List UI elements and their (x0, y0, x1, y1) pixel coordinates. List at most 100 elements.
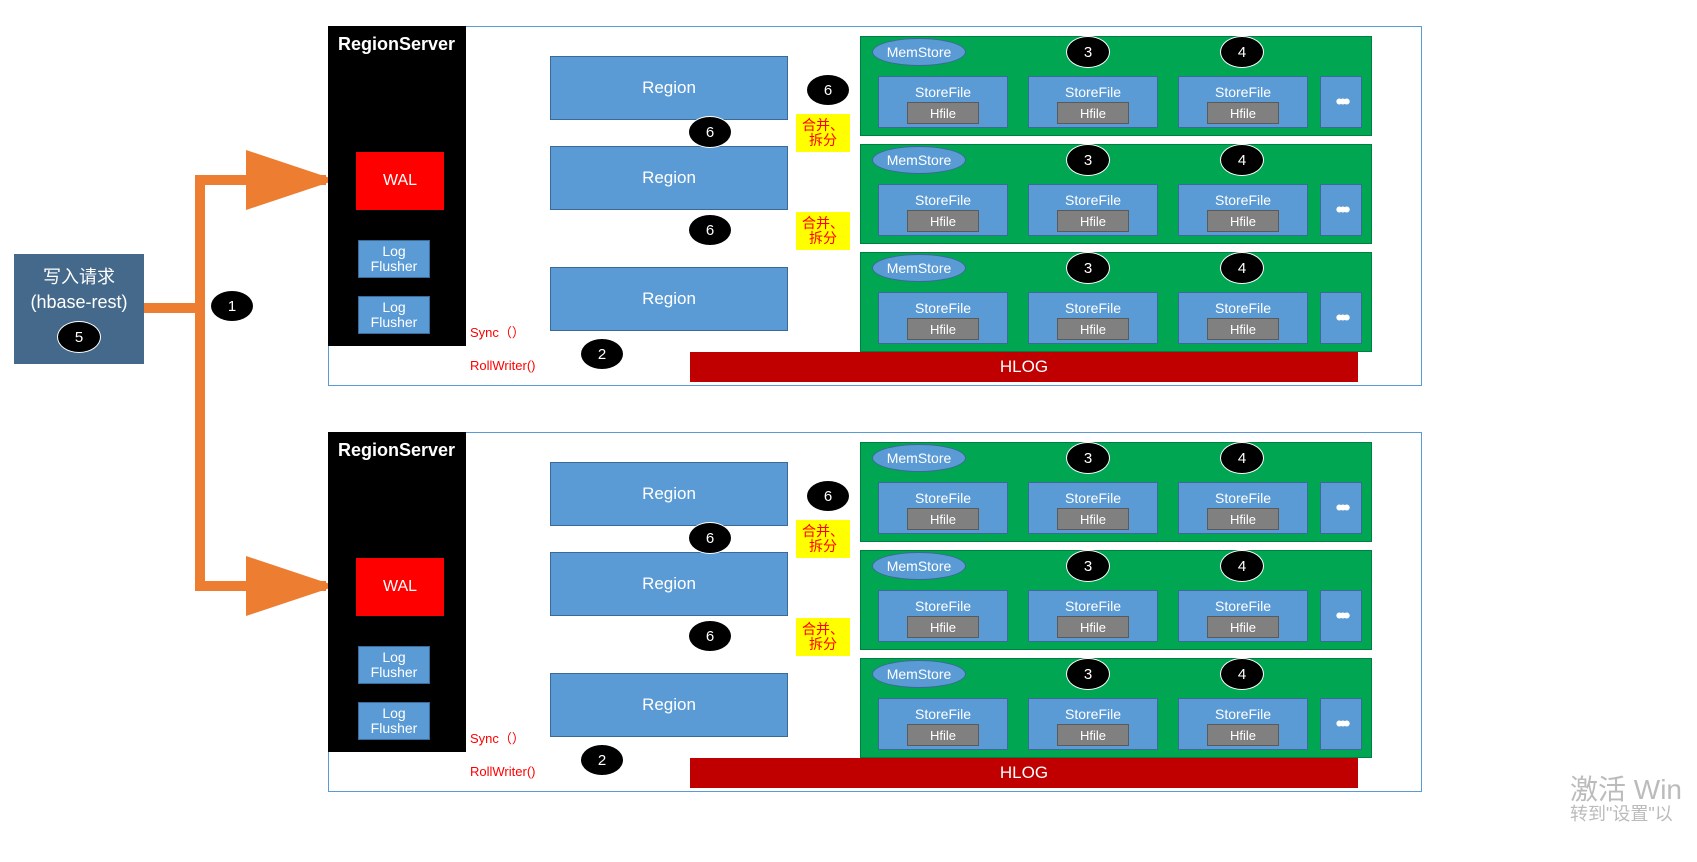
storefile-label: StoreFile (1065, 598, 1121, 614)
memstore: MemStore (872, 38, 966, 66)
hfile: Hfile (1207, 210, 1279, 232)
hfile: Hfile (1057, 102, 1129, 124)
storefile: StoreFile Hfile (1028, 482, 1158, 534)
storefile: StoreFile Hfile (1178, 482, 1308, 534)
hfile: Hfile (907, 318, 979, 340)
rs1-title: RegionServer (338, 34, 455, 55)
badge-3: 3 (1066, 144, 1110, 176)
badge-4: 4 (1220, 442, 1264, 474)
badge-4: 4 (1220, 144, 1264, 176)
storefile-label: StoreFile (1065, 706, 1121, 722)
hfile: Hfile (1207, 318, 1279, 340)
region-2-1: Region (550, 462, 788, 526)
badge-4: 4 (1220, 36, 1264, 68)
hfile: Hfile (1057, 318, 1129, 340)
hfile: Hfile (907, 508, 979, 530)
merge-1-1: 合并、 拆分 (796, 114, 850, 152)
storefile-label: StoreFile (915, 706, 971, 722)
logflusher-1a: Log Flusher (358, 240, 430, 278)
badge-5: 5 (57, 321, 101, 353)
memstore: MemStore (872, 660, 966, 688)
memstore: MemStore (872, 444, 966, 472)
badge-3: 3 (1066, 36, 1110, 68)
more-dots: ••• (1320, 482, 1362, 534)
storefile-label: StoreFile (1065, 300, 1121, 316)
hfile: Hfile (1057, 508, 1129, 530)
storefile: StoreFile Hfile (878, 184, 1008, 236)
logflusher-1b: Log Flusher (358, 296, 430, 334)
badge-2-1: 2 (580, 338, 624, 370)
badge-4: 4 (1220, 252, 1264, 284)
storefile-label: StoreFile (1215, 490, 1271, 506)
memstore: MemStore (872, 552, 966, 580)
hfile: Hfile (1207, 616, 1279, 638)
logflusher-2a: Log Flusher (358, 646, 430, 684)
more-dots: ••• (1320, 292, 1362, 344)
badge-6-1-2: 6 (688, 116, 732, 148)
watermark-line2: 转到"设置"以 (1570, 800, 1673, 826)
badge-4: 4 (1220, 550, 1264, 582)
hfile: Hfile (1207, 102, 1279, 124)
hfile: Hfile (1057, 210, 1129, 232)
badge-6-2-1: 6 (806, 480, 850, 512)
badge-1: 1 (210, 290, 254, 322)
hfile: Hfile (1207, 724, 1279, 746)
memstore: MemStore (872, 254, 966, 282)
hlog-1: HLOG (690, 352, 1358, 382)
storefile-label: StoreFile (915, 598, 971, 614)
client-line1: 写入请求 (43, 265, 115, 290)
storefile-label: StoreFile (1215, 192, 1271, 208)
storefile-label: StoreFile (1215, 706, 1271, 722)
wal-2: WAL (356, 558, 444, 616)
badge-6-2-3: 6 (688, 620, 732, 652)
hfile: Hfile (907, 210, 979, 232)
storefile: StoreFile Hfile (1028, 76, 1158, 128)
badge-3: 3 (1066, 658, 1110, 690)
diagram-canvas: 写入请求 (hbase-rest) 5 1 RegionServer Regio… (0, 0, 1697, 862)
storefile: StoreFile Hfile (1028, 292, 1158, 344)
storefile: StoreFile Hfile (878, 292, 1008, 344)
badge-3: 3 (1066, 252, 1110, 284)
badge-3: 3 (1066, 442, 1110, 474)
storefile-label: StoreFile (915, 192, 971, 208)
merge-2-2: 合并、 拆分 (796, 618, 850, 656)
region-1-1: Region (550, 56, 788, 120)
badge-2-2: 2 (580, 744, 624, 776)
storefile: StoreFile Hfile (1178, 76, 1308, 128)
hfile: Hfile (907, 724, 979, 746)
wal-1: WAL (356, 152, 444, 210)
storefile-label: StoreFile (915, 84, 971, 100)
storefile: StoreFile Hfile (1028, 590, 1158, 642)
storefile-label: StoreFile (915, 300, 971, 316)
hfile: Hfile (1057, 724, 1129, 746)
logflusher-2b: Log Flusher (358, 702, 430, 740)
merge-1-2: 合并、 拆分 (796, 212, 850, 250)
rollwriter-label-2: RollWriter() (470, 764, 535, 779)
badge-6-2-2: 6 (688, 522, 732, 554)
sync-label-1: Sync（） (470, 322, 525, 341)
storefile: StoreFile Hfile (1178, 184, 1308, 236)
client-line2: (hbase-rest) (30, 290, 127, 315)
badge-6-1-1: 6 (806, 74, 850, 106)
region-2-2: Region (550, 552, 788, 616)
storefile-label: StoreFile (1065, 84, 1121, 100)
storefile: StoreFileHfile (878, 590, 1008, 642)
region-1-2: Region (550, 146, 788, 210)
storefile-label: StoreFile (1065, 490, 1121, 506)
sync-label-2: Sync（） (470, 728, 525, 747)
hfile: Hfile (907, 102, 979, 124)
hlog-2: HLOG (690, 758, 1358, 788)
rs2-title: RegionServer (338, 440, 455, 461)
more-dots: ••• (1320, 184, 1362, 236)
more-dots: ••• (1320, 76, 1362, 128)
hfile: Hfile (1207, 508, 1279, 530)
storefile: StoreFileHfile (1178, 292, 1308, 344)
storefile-label: StoreFile (1215, 84, 1271, 100)
more-dots: ••• (1320, 698, 1362, 750)
region-1-3: Region (550, 267, 788, 331)
hfile: Hfile (1057, 616, 1129, 638)
storefile: StoreFileHfile (1178, 590, 1308, 642)
client-box: 写入请求 (hbase-rest) 5 (14, 254, 144, 364)
merge-2-1: 合并、 拆分 (796, 520, 850, 558)
badge-4: 4 (1220, 658, 1264, 690)
